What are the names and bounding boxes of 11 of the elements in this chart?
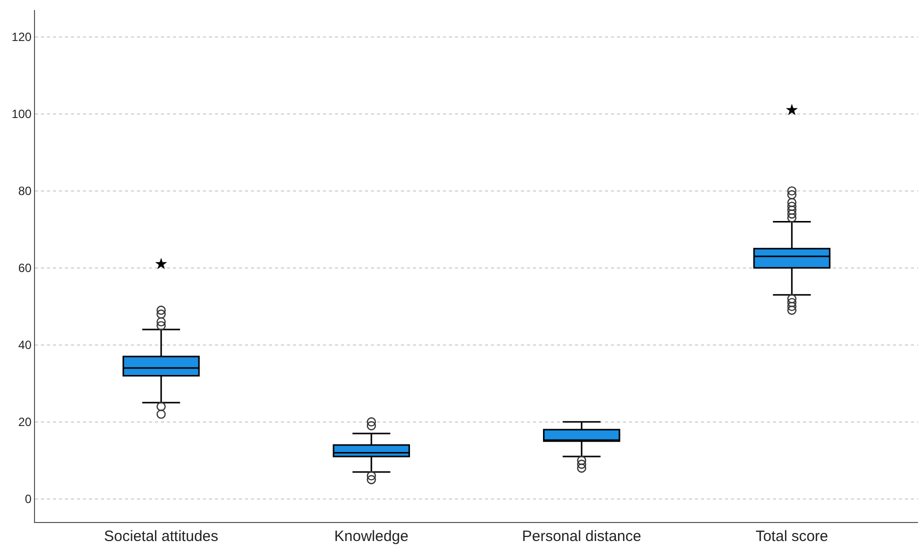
y-tick-label: 100	[12, 107, 32, 122]
y-tick-label: 60	[18, 261, 32, 276]
x-tick-label: Personal distance	[522, 528, 642, 545]
x-tick-label: Knowledge	[334, 528, 408, 545]
x-tick-label: Total score	[756, 528, 828, 545]
x-tick-label: Societal attitudes	[104, 528, 218, 545]
y-tick-label: 0	[24, 492, 32, 506]
y-tick-label: 40	[18, 338, 32, 352]
y-tick-label: 120	[12, 30, 32, 44]
y-tick-label: 80	[18, 184, 32, 198]
y-tick-label: 20	[18, 415, 32, 430]
